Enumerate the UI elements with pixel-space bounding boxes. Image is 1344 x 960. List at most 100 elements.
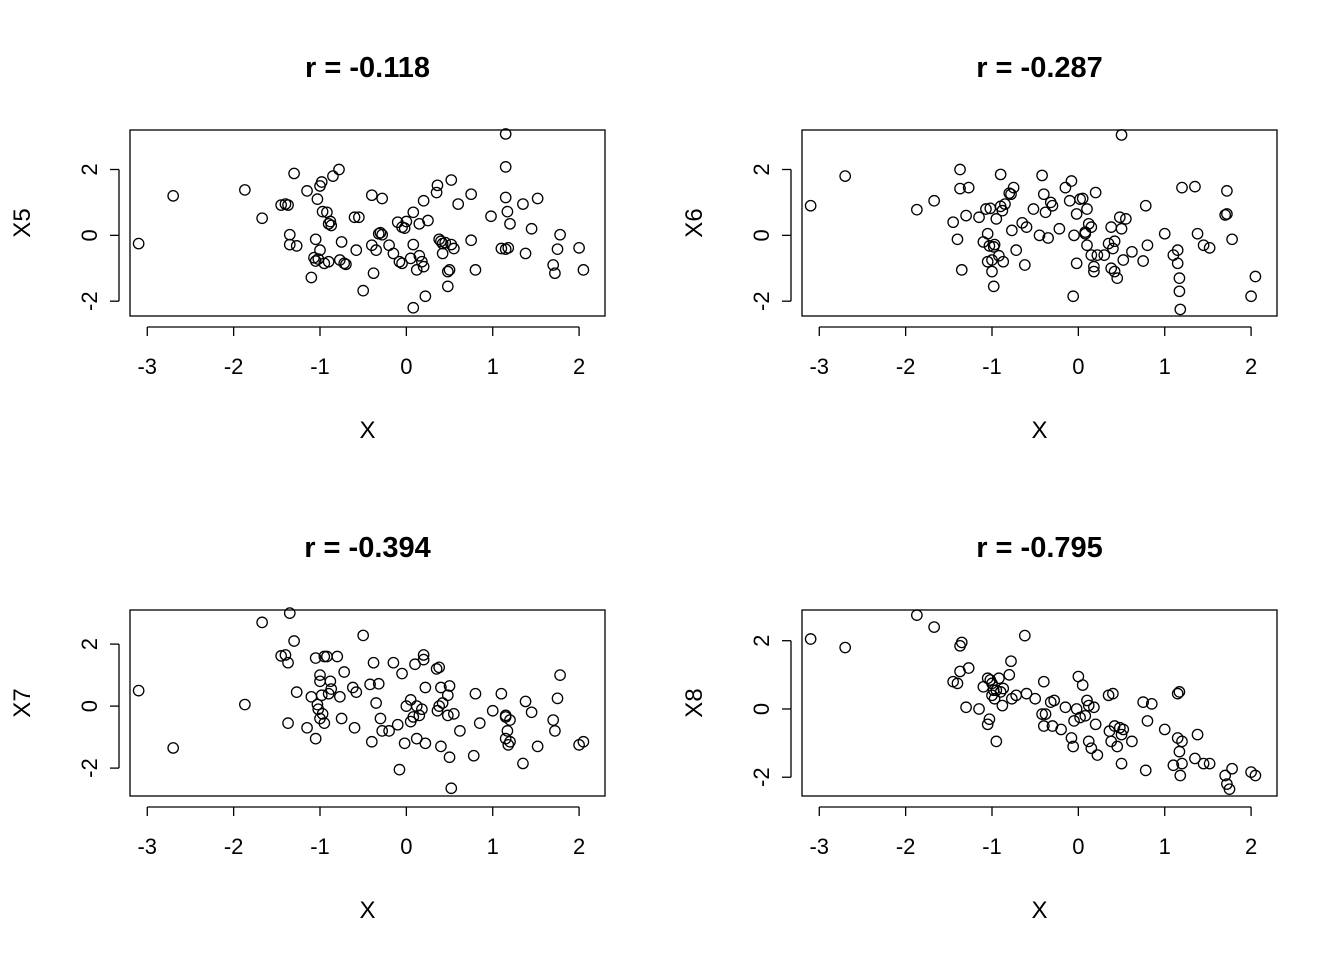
- data-point: [441, 280, 454, 293]
- data-point: [981, 718, 994, 731]
- data-point: [435, 681, 447, 694]
- data-point: [400, 215, 413, 228]
- data-point: [1173, 745, 1186, 758]
- data-point: [419, 290, 432, 303]
- x-tick-label: 1: [487, 834, 499, 859]
- data-point: [422, 214, 434, 227]
- data-point: [393, 763, 406, 776]
- data-point: [517, 757, 529, 770]
- data-point: [335, 712, 348, 725]
- data-point: [309, 732, 322, 745]
- data-point: [1037, 675, 1050, 688]
- data-point: [1085, 249, 1098, 261]
- data-point: [316, 205, 329, 218]
- data-point: [396, 257, 408, 270]
- data-point: [1245, 290, 1257, 303]
- x-tick-label: -2: [224, 834, 244, 859]
- data-point: [1249, 769, 1262, 782]
- data-point: [1036, 708, 1048, 720]
- x-tick-label: -3: [809, 834, 829, 859]
- data-point: [324, 675, 337, 688]
- data-point: [1005, 655, 1017, 668]
- data-point: [1197, 239, 1210, 252]
- data-point: [951, 677, 964, 690]
- scatter-panel-2: r = -0.287 -3 -2 -1 0 1 2 -2 0 2 X X6: [681, 52, 1278, 444]
- data-point: [376, 228, 389, 241]
- y-axis-label: X6: [681, 208, 708, 237]
- data-point: [443, 751, 456, 764]
- data-point: [504, 735, 516, 748]
- data-point: [1081, 203, 1093, 215]
- data-point: [981, 227, 994, 240]
- y-tick-label: -2: [77, 291, 102, 311]
- data-point: [350, 686, 363, 699]
- data-point: [316, 707, 329, 720]
- chart-title: r = -0.287: [976, 52, 1103, 84]
- x-tick-label: -1: [310, 834, 330, 859]
- data-point: [495, 687, 508, 700]
- data-point: [256, 616, 268, 629]
- x-tick-label: -2: [896, 354, 916, 379]
- data-point: [290, 686, 303, 699]
- data-point: [993, 672, 1005, 685]
- x-tick-label: -3: [809, 354, 829, 379]
- data-point: [334, 690, 346, 703]
- data-point: [327, 170, 339, 182]
- data-point: [531, 192, 544, 205]
- data-point: [309, 652, 322, 664]
- data-point: [314, 675, 326, 688]
- x-tick-label: -1: [310, 354, 330, 379]
- data-point: [1108, 235, 1121, 248]
- data-point: [448, 242, 460, 255]
- data-point: [1063, 194, 1076, 207]
- y-axis-label: X7: [9, 688, 36, 717]
- data-point: [333, 163, 345, 176]
- data-point: [1173, 686, 1186, 698]
- data-point: [990, 735, 1003, 748]
- data-point: [283, 607, 296, 619]
- data-point: [1059, 181, 1072, 194]
- data-point: [954, 163, 966, 176]
- data-point: [324, 215, 337, 228]
- data-point: [367, 267, 380, 280]
- data-point: [549, 725, 561, 737]
- data-point: [1029, 692, 1042, 705]
- data-point: [525, 222, 538, 235]
- chart-title: r = -0.118: [305, 52, 430, 84]
- data-point: [1020, 687, 1033, 700]
- data-point: [1068, 229, 1080, 242]
- data-point: [1189, 752, 1201, 765]
- data-point: [314, 244, 326, 257]
- data-point: [1037, 720, 1050, 732]
- data-point: [309, 233, 322, 246]
- data-point: [338, 666, 351, 678]
- data-point: [465, 234, 477, 247]
- data-point: [954, 182, 966, 195]
- data-point: [554, 669, 566, 681]
- data-point: [996, 204, 1009, 217]
- plot-frame: [129, 609, 606, 797]
- data-point: [376, 725, 389, 737]
- data-point: [1226, 233, 1238, 246]
- data-point: [325, 219, 338, 232]
- data-point: [1171, 257, 1184, 270]
- x-tick-label: -2: [896, 834, 916, 859]
- y-tick-label: 0: [77, 700, 102, 712]
- data-point: [311, 698, 324, 711]
- data-point: [986, 265, 998, 278]
- data-point: [1068, 715, 1080, 727]
- data-point: [350, 244, 363, 257]
- data-point: [367, 656, 380, 669]
- data-point: [1091, 749, 1104, 761]
- y-axis-label: X5: [9, 208, 36, 237]
- data-point: [1167, 759, 1180, 772]
- data-point: [551, 243, 564, 256]
- x-tick-label: 0: [400, 834, 412, 859]
- data-point: [987, 280, 1000, 293]
- data-point: [1079, 709, 1092, 722]
- data-point: [1055, 723, 1067, 736]
- data-point: [431, 179, 444, 192]
- data-point: [999, 198, 1011, 210]
- data-point: [314, 669, 326, 681]
